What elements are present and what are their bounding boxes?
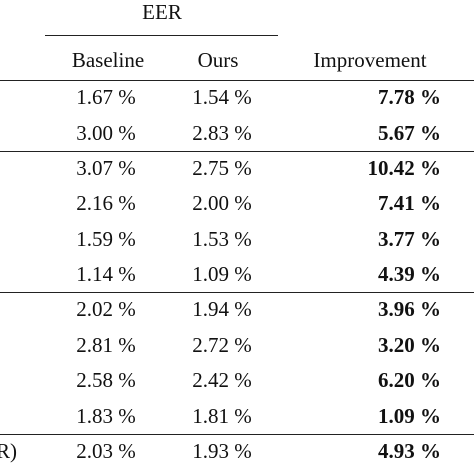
cell: 2.02 %	[76, 297, 136, 321]
cell: 1.53 %	[192, 226, 252, 251]
cell: 2.42 %	[192, 368, 252, 392]
rule	[0, 150, 474, 152]
rule	[0, 292, 474, 293]
cell: 2.16 %	[76, 191, 136, 215]
cell: 1.94 %	[192, 297, 252, 321]
cell: 1.14 %	[76, 262, 136, 286]
cell: 2.83 %	[192, 120, 252, 145]
cell: 5.67 %	[378, 120, 441, 145]
cell: 2.81 %	[76, 332, 136, 357]
cell: 1.54 %	[192, 85, 252, 109]
cell: 10.42 %	[367, 155, 442, 180]
column-header: Baseline	[71, 48, 145, 72]
column-header: Ours	[197, 48, 239, 72]
cell: 2.58 %	[76, 368, 136, 392]
rule	[0, 433, 474, 435]
cell: 2.75 %	[192, 155, 252, 180]
cell: 1.81 %	[192, 403, 252, 428]
cell: 2.00 %	[192, 191, 252, 215]
group-header: EER	[142, 0, 182, 24]
column-header: Improvement	[313, 48, 427, 72]
cell: 6.20 %	[378, 368, 441, 392]
cell: 1.67 %	[76, 85, 136, 109]
cell: 1.83 %	[76, 403, 136, 428]
cell: 3.07 %	[76, 155, 136, 180]
rule	[45, 35, 278, 36]
cell: 7.41 %	[378, 191, 441, 215]
cell: 3.20 %	[378, 332, 441, 357]
rule	[0, 80, 474, 81]
cell: 2.03 %	[76, 438, 136, 463]
cell: 3.00 %	[76, 120, 136, 145]
cell: 1.09 %	[192, 262, 252, 286]
cell: 1.09 %	[378, 403, 441, 428]
cell: 4.93 %	[378, 438, 441, 463]
cell: 3.77 %	[378, 226, 441, 251]
cell: 1.93 %	[192, 438, 252, 463]
cell: 3.96 %	[378, 297, 441, 321]
cell: 2.72 %	[192, 332, 252, 357]
cell: 4.39 %	[378, 262, 441, 286]
row-label: R)	[0, 438, 17, 463]
cell: 1.59 %	[76, 226, 136, 251]
cell: 7.78 %	[378, 85, 441, 109]
